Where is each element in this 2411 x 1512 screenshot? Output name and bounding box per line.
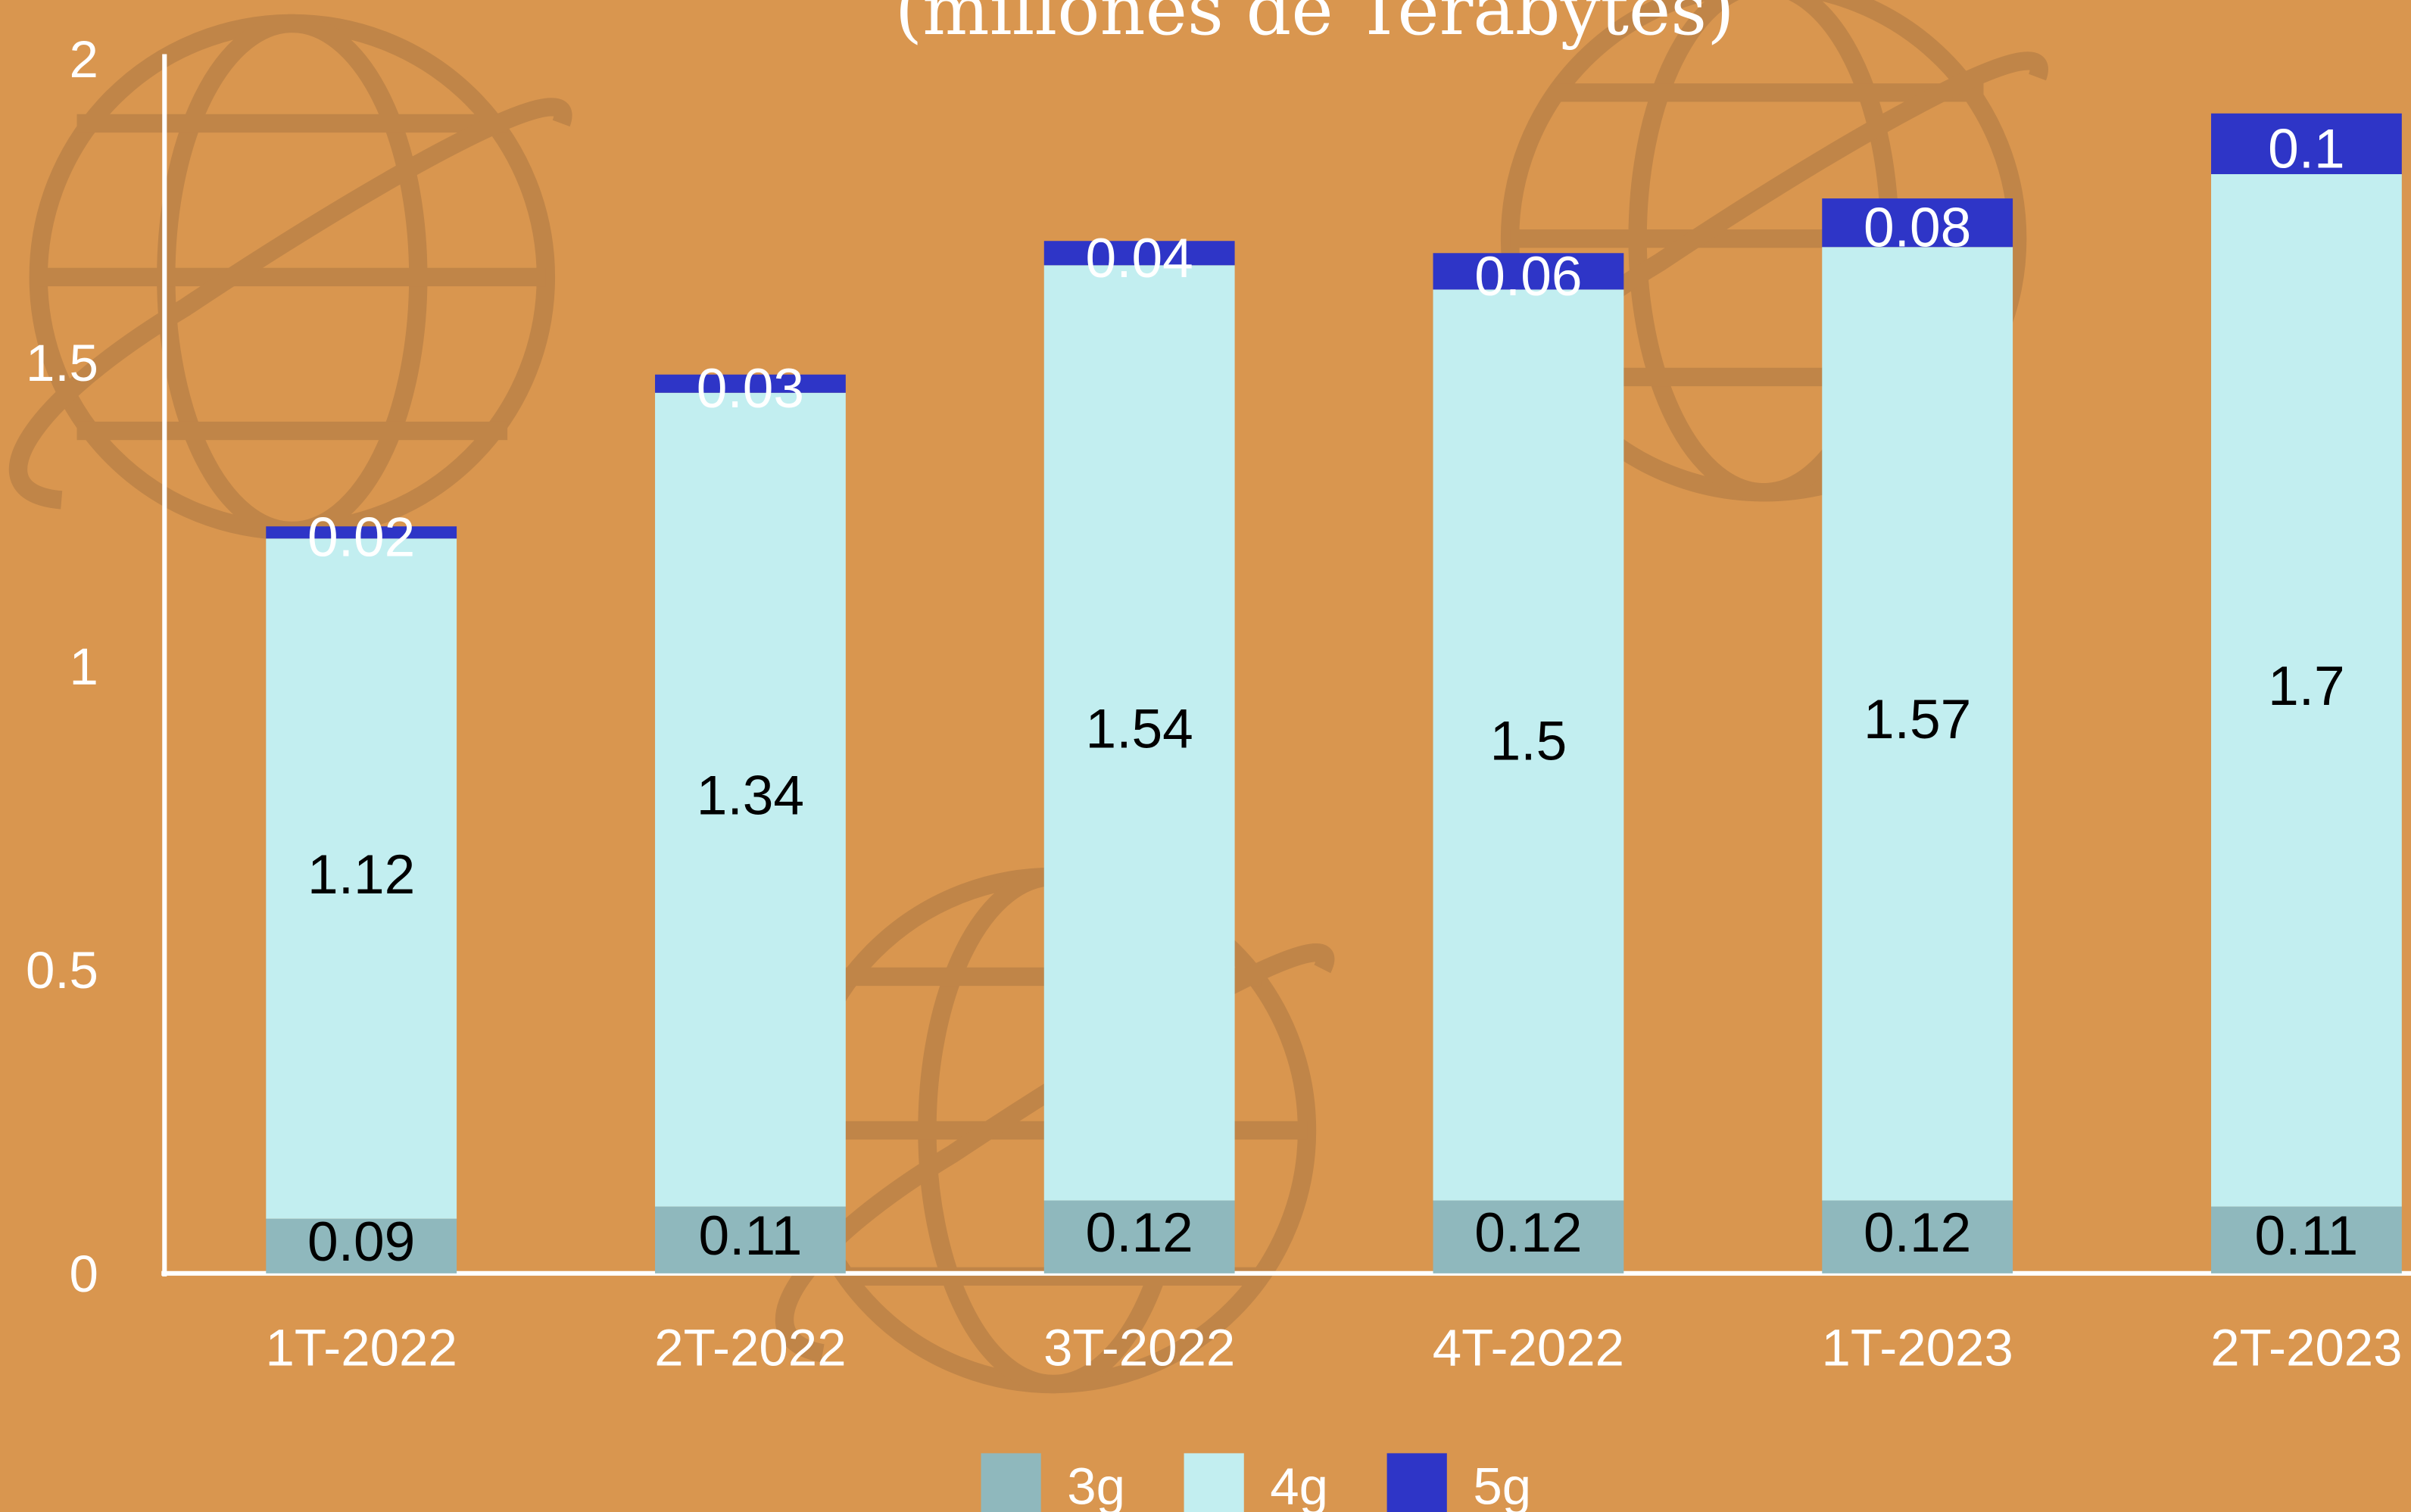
data-label: 0.08 xyxy=(1864,198,1971,259)
data-label: 0.1 xyxy=(2268,118,2345,179)
data-label: 0.04 xyxy=(1086,228,1193,289)
bar-segment xyxy=(1043,1200,1235,1274)
data-label: 1.5 xyxy=(1490,710,1567,772)
x-tick-label: 2T-2022 xyxy=(654,1318,846,1377)
legend-swatch xyxy=(1386,1453,1447,1512)
bar-segment xyxy=(1433,1200,1624,1274)
bar-segment xyxy=(1043,265,1235,1201)
x-tick-label: 2T-2023 xyxy=(2210,1318,2402,1377)
legend-swatch xyxy=(1184,1453,1244,1512)
data-label: 1.34 xyxy=(697,765,804,826)
data-label: 1.54 xyxy=(1086,698,1193,759)
y-tick-label: 0 xyxy=(70,1244,98,1303)
bar-segment xyxy=(2211,174,2402,1207)
legend-label: 4g xyxy=(1270,1456,1328,1512)
y-tick-label: 2 xyxy=(70,30,98,89)
bar-segment xyxy=(266,526,457,539)
bar-segment xyxy=(1822,247,2013,1201)
data-label: 0.12 xyxy=(1864,1202,1971,1264)
bar-segment xyxy=(266,538,457,1219)
x-tick-label: 4T-2022 xyxy=(1433,1318,1624,1377)
x-tick-label: 1T-2022 xyxy=(266,1318,457,1377)
x-tick-label: 3T-2022 xyxy=(1043,1318,1235,1377)
y-tick-label: 0.5 xyxy=(26,940,98,999)
bar-segment xyxy=(1043,241,1235,266)
bar-segment xyxy=(266,1218,457,1274)
data-label: 0.12 xyxy=(1086,1202,1193,1264)
bar-segment xyxy=(2211,113,2402,175)
data-label: 1.57 xyxy=(1864,689,1971,750)
data-label: 0.03 xyxy=(697,358,804,419)
data-label: 0.02 xyxy=(307,507,415,569)
legend-label: 3g xyxy=(1067,1456,1125,1512)
bar-segment xyxy=(1433,289,1624,1201)
data-label: 0.11 xyxy=(699,1205,803,1267)
y-tick-label: 1 xyxy=(70,637,98,696)
bar-segment xyxy=(1822,1200,2013,1274)
bar-segment xyxy=(1822,198,2013,248)
bar-segment xyxy=(2211,1206,2402,1274)
legend-swatch xyxy=(981,1453,1041,1512)
x-tick-label: 1T-2023 xyxy=(1822,1318,2013,1377)
data-label: 0.12 xyxy=(1474,1202,1582,1264)
data-label: 0.09 xyxy=(307,1211,415,1273)
legend-label: 5g xyxy=(1473,1456,1531,1512)
data-label: 1.7 xyxy=(2268,656,2345,717)
bar-segment xyxy=(655,392,846,1207)
bar-segment xyxy=(1433,253,1624,290)
chart-title: (millones de Terabytes) xyxy=(895,0,1735,51)
bar-segment xyxy=(655,1206,846,1274)
data-label: 0.06 xyxy=(1474,246,1582,307)
bar-segment xyxy=(655,374,846,393)
data-label: 0.11 xyxy=(2254,1205,2358,1267)
data-label: 1.12 xyxy=(307,844,415,906)
y-tick-label: 1.5 xyxy=(26,333,98,392)
